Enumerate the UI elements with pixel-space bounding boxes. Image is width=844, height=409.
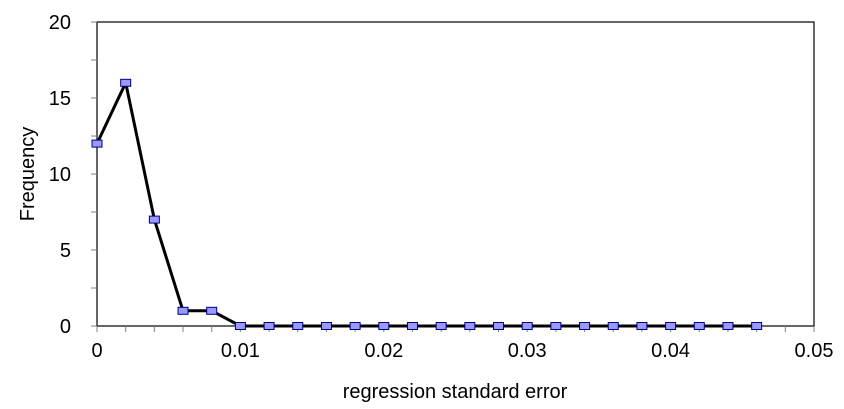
y-minor-ticks	[91, 21, 97, 327]
data-point	[636, 322, 648, 330]
data-point	[665, 322, 677, 330]
plot-area	[96, 21, 815, 327]
data-point	[722, 322, 734, 330]
data-point	[464, 322, 476, 330]
data-point	[378, 322, 390, 330]
y-axis-title: Frequency	[17, 127, 39, 222]
data-point	[493, 322, 505, 330]
data-point	[406, 322, 418, 330]
data-point	[550, 322, 562, 330]
data-point	[177, 306, 189, 315]
x-tick-label: 0.01	[221, 340, 260, 362]
data-point	[320, 322, 332, 330]
y-tick-label: 20	[49, 12, 71, 34]
data-point	[91, 139, 103, 148]
y-tick-label: 0	[60, 316, 71, 338]
data-point	[148, 215, 160, 224]
y-tick-label: 10	[49, 164, 71, 186]
y-tick-label: 5	[60, 240, 71, 262]
series-markers	[91, 78, 763, 330]
y-tick-labels: 0 5 10 15 20	[49, 12, 71, 338]
data-point	[521, 322, 533, 330]
x-tick-label: 0.05	[795, 340, 834, 362]
data-point	[234, 322, 246, 330]
x-tick-label: 0.04	[651, 340, 690, 362]
data-point	[579, 322, 591, 330]
data-point	[292, 322, 304, 330]
x-tick-label: 0.03	[508, 340, 547, 362]
data-point	[120, 78, 132, 87]
data-point	[751, 322, 763, 330]
x-tick-label: 0.02	[364, 340, 403, 362]
data-point	[349, 322, 361, 330]
data-point	[263, 322, 275, 330]
x-axis-title: regression standard error	[343, 381, 568, 403]
y-tick-label: 15	[49, 88, 71, 110]
data-point	[435, 322, 447, 330]
data-point	[607, 322, 619, 330]
data-point	[693, 322, 705, 330]
x-tick-label: 0	[91, 340, 102, 362]
data-point	[206, 306, 218, 315]
x-tick-labels: 0 0.01 0.02 0.03 0.04 0.05	[91, 340, 833, 362]
